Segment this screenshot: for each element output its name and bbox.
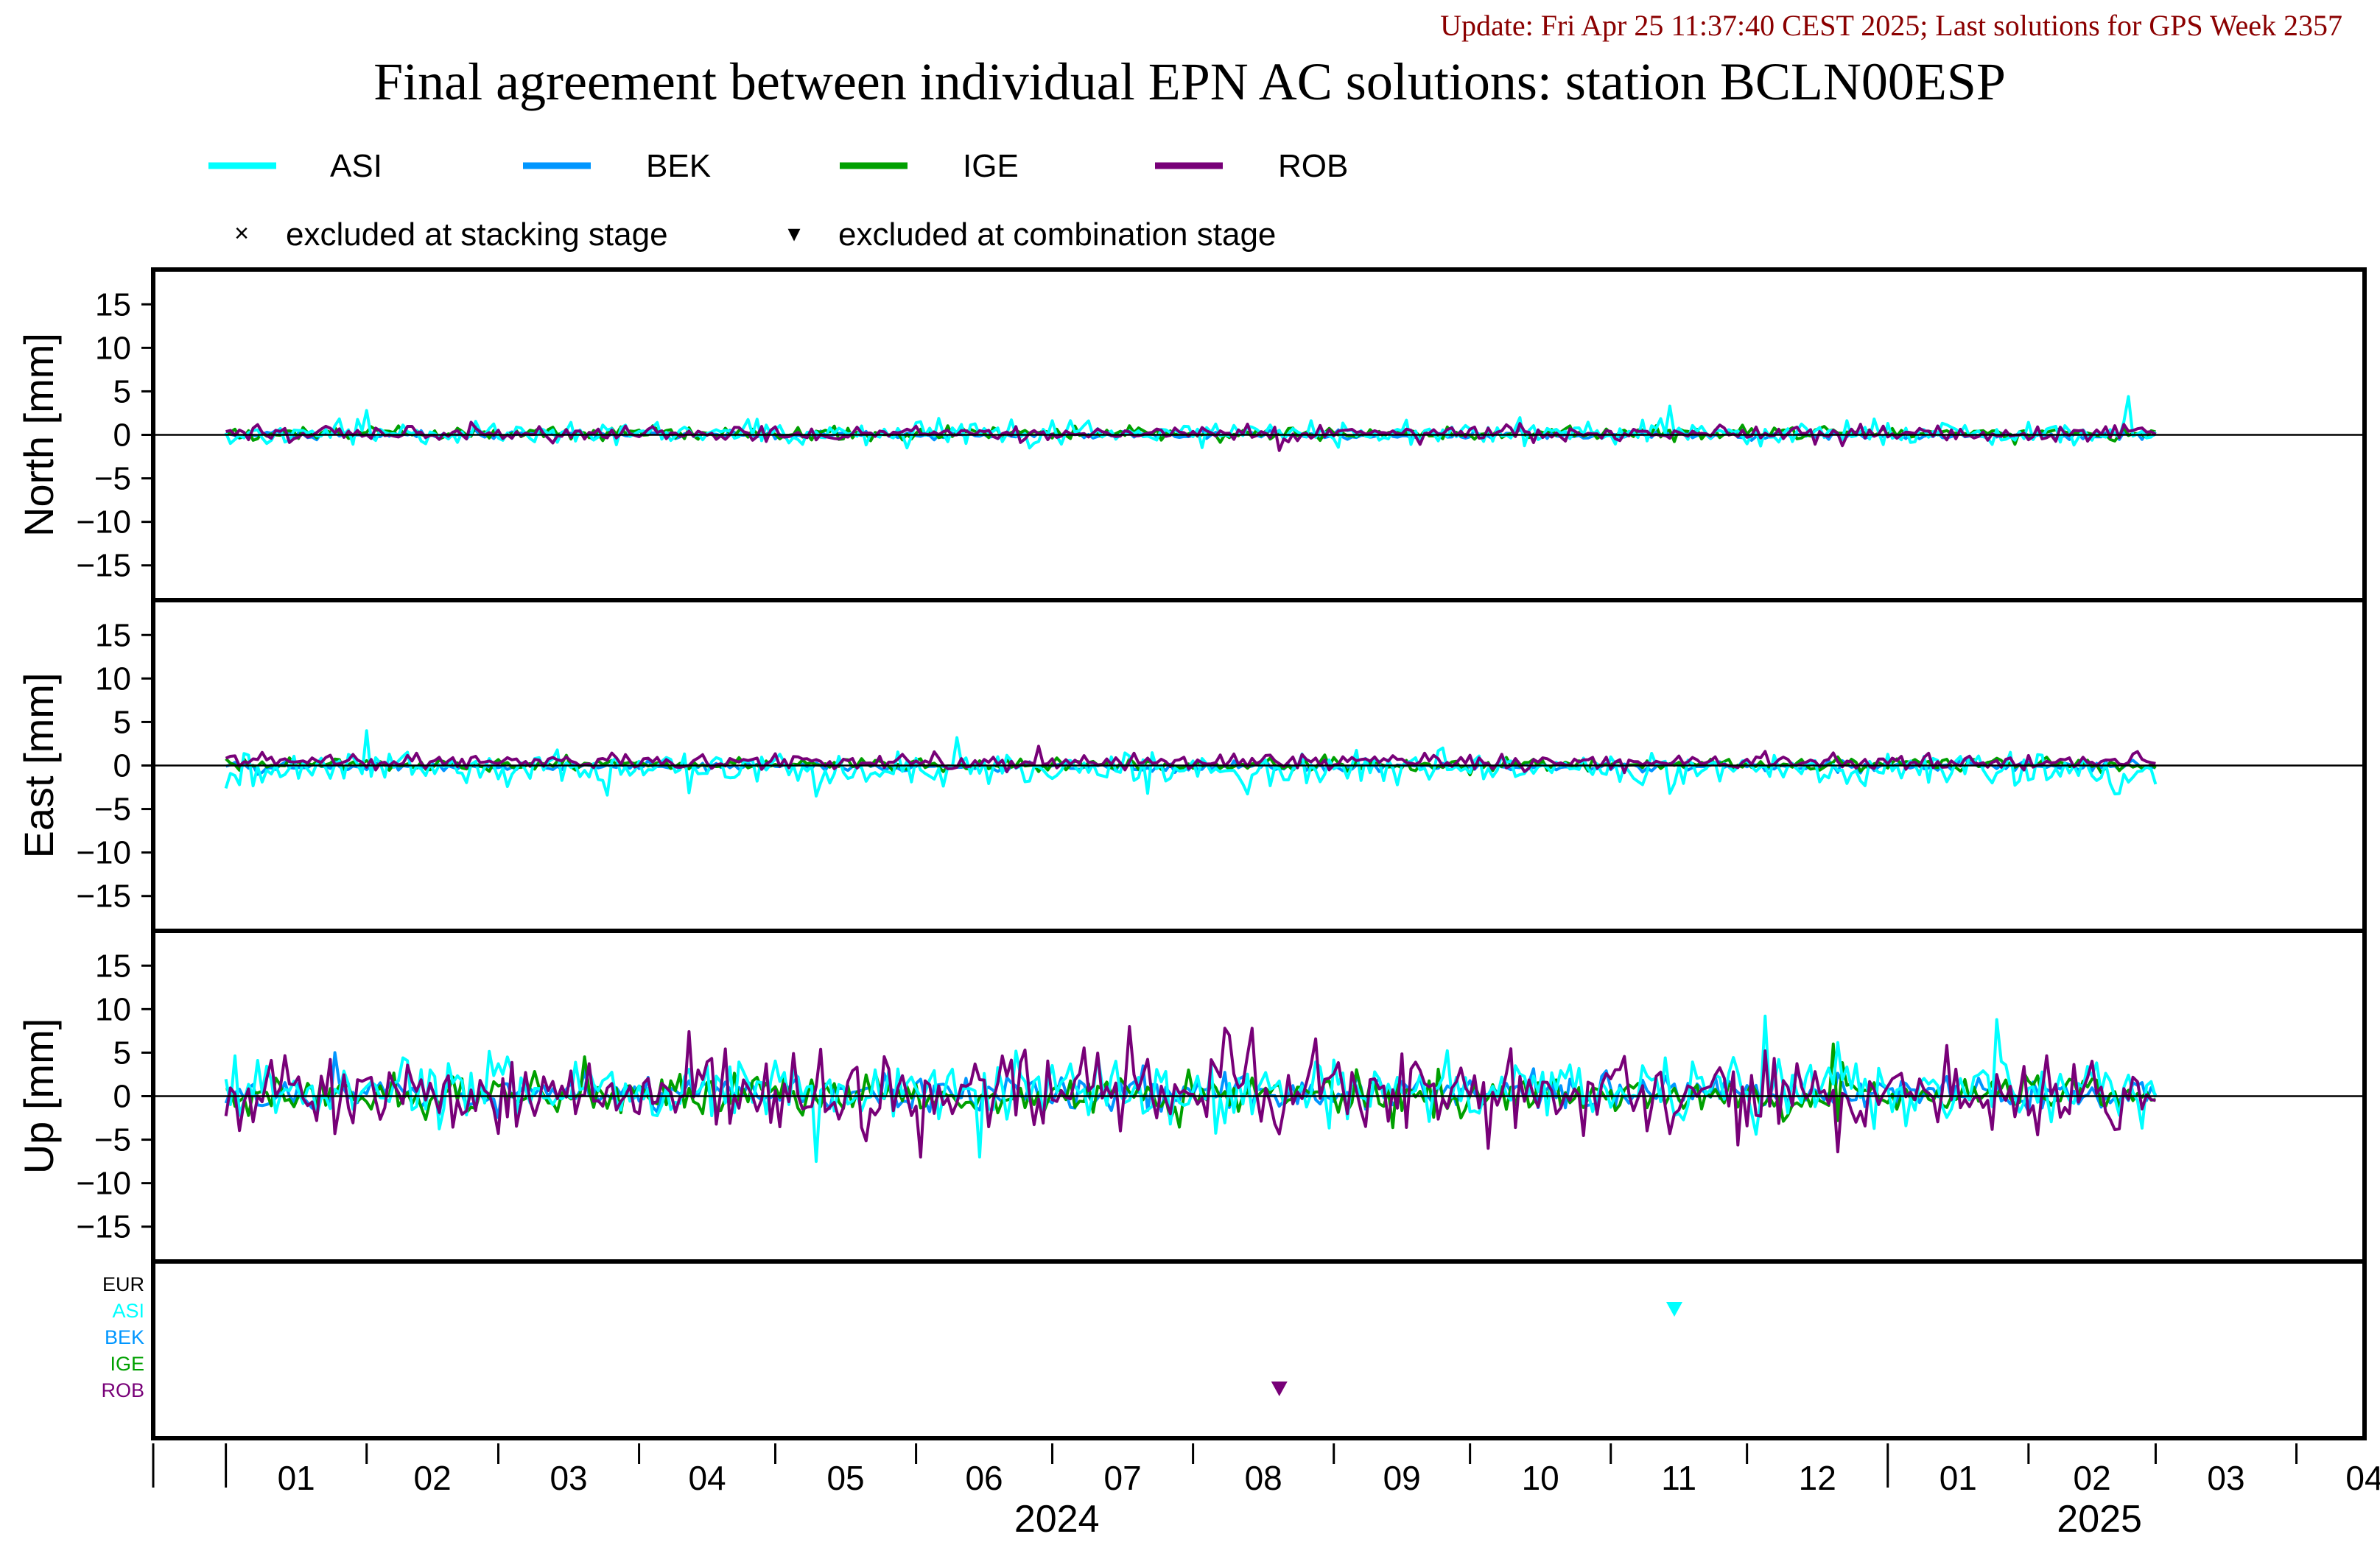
y-tick-label: 10 xyxy=(95,991,131,1027)
legend-item-rob: ROB xyxy=(1155,148,1348,184)
legend-label-rob: ROB xyxy=(1278,148,1348,184)
y-tick-label: −5 xyxy=(94,792,131,828)
stacking-marker-icon: × xyxy=(234,219,249,247)
y-tick-label: 0 xyxy=(113,748,131,784)
month-tick-label: 04 xyxy=(688,1459,726,1497)
combination-exclusion-marker-rob xyxy=(1271,1382,1288,1396)
month-tick-label: 03 xyxy=(2207,1459,2244,1497)
panel-up: 15 10 5 0 −5 −10 −15 Up [mm] xyxy=(15,929,2367,1264)
combination-marker-label: excluded at combination stage xyxy=(838,217,1276,253)
y-tick-label: 5 xyxy=(113,373,131,409)
y-tick-label: 15 xyxy=(95,948,131,984)
series-line-ige xyxy=(225,1042,2156,1130)
series-line-asi xyxy=(224,1014,2158,1164)
y-tick-label: 10 xyxy=(95,330,131,366)
series-line-rob xyxy=(224,1025,2156,1159)
legend-label-ige: IGE xyxy=(963,148,1019,184)
y-axis-label: North [mm] xyxy=(15,333,62,537)
y-axis-label: East [mm] xyxy=(15,672,62,858)
exclusion-row-label-ige: IGE xyxy=(110,1353,144,1375)
month-tick-label: 02 xyxy=(414,1459,452,1497)
y-tick-label: 5 xyxy=(113,1035,131,1071)
y-axis-label: Up [mm] xyxy=(15,1018,62,1175)
y-tick-label: −5 xyxy=(94,461,131,497)
exclusion-panel: EUR ASI BEK IGE ROB xyxy=(101,1259,2367,1440)
month-tick-label: 04 xyxy=(2345,1459,2380,1497)
panel-north: 15 10 5 0 −5 −10 −15 North [mm] xyxy=(15,267,2367,602)
month-tick-label: 01 xyxy=(278,1459,315,1497)
month-tick-label: 08 xyxy=(1245,1459,1282,1497)
month-tick-label: 02 xyxy=(2074,1459,2111,1497)
month-tick-label: 09 xyxy=(1383,1459,1421,1497)
plot-area: 15 10 5 0 −5 −10 −15 North [mm] 15 10 5 0 −5 −10 −15 Ea… xyxy=(15,267,2380,1541)
chart-title: Final agreement between individual EPN A… xyxy=(373,52,2006,111)
series-line-rob xyxy=(225,420,2157,452)
time-axis: 01 02 03 04 05 06 07 08 09 10 11 12 01 02 03 04 2024 2025 xyxy=(152,1443,2380,1541)
month-tick-label: 07 xyxy=(1103,1459,1141,1497)
y-tick-label: −10 xyxy=(76,504,131,541)
year-label: 2024 xyxy=(1014,1498,1100,1541)
legend-label-asi: ASI xyxy=(330,148,382,184)
month-tick-label: 01 xyxy=(1940,1459,1977,1497)
combination-marker-icon: ▾ xyxy=(787,219,800,247)
y-tick-label: −10 xyxy=(76,1166,131,1202)
y-tick-label: 5 xyxy=(113,704,131,740)
legend-item-bek: BEK xyxy=(523,148,711,184)
update-line: Update: Fri Apr 25 11:37:40 CEST 2025; L… xyxy=(1440,9,2342,42)
y-tick-label: 10 xyxy=(95,661,131,697)
exclusion-row-label-asi: ASI xyxy=(112,1300,144,1322)
y-tick-label: −15 xyxy=(76,548,131,584)
y-tick-label: 0 xyxy=(113,418,131,454)
legend-item-ige: IGE xyxy=(840,148,1019,184)
exclusion-row-label-eur: EUR xyxy=(102,1273,144,1295)
legend-label-bek: BEK xyxy=(646,148,711,184)
panel-east: 15 10 5 0 −5 −10 −15 East [mm] xyxy=(15,598,2367,933)
y-tick-label: −15 xyxy=(76,879,131,915)
exclusion-row-label-bek: BEK xyxy=(105,1326,144,1348)
legend-item-asi: ASI xyxy=(208,148,382,184)
y-tick-label: −15 xyxy=(76,1209,131,1245)
series-line-rob xyxy=(225,745,2156,775)
month-tick-label: 05 xyxy=(826,1459,864,1497)
series-line-asi xyxy=(224,395,2157,450)
legend: ASI BEK IGE ROB × excluded at stacking s… xyxy=(208,148,1348,253)
y-tick-label: −5 xyxy=(94,1122,131,1158)
month-tick-label: 12 xyxy=(1799,1459,1836,1497)
exclusion-panel-frame xyxy=(151,1259,2367,1440)
y-tick-label: 0 xyxy=(113,1079,131,1115)
month-tick-label: 10 xyxy=(1522,1459,1559,1497)
month-tick-label: 03 xyxy=(550,1459,587,1497)
month-tick-label: 06 xyxy=(965,1459,1003,1497)
y-tick-label: 15 xyxy=(95,617,131,653)
year-label: 2025 xyxy=(2057,1498,2142,1541)
exclusion-row-label-rob: ROB xyxy=(101,1379,144,1401)
y-tick-label: −10 xyxy=(76,835,131,871)
month-tick-label: 11 xyxy=(1661,1459,1696,1497)
combination-exclusion-marker-asi xyxy=(1666,1302,1683,1317)
y-tick-label: 15 xyxy=(95,286,131,323)
stacking-marker-label: excluded at stacking stage xyxy=(286,217,668,253)
